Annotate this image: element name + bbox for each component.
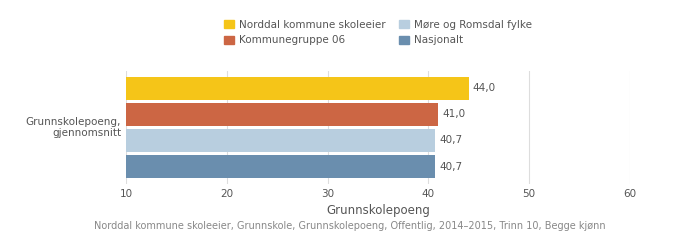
Text: 44,0: 44,0 <box>473 83 496 93</box>
Text: 40,7: 40,7 <box>440 135 463 145</box>
Bar <box>126 77 469 100</box>
X-axis label: Grunnskolepoeng: Grunnskolepoeng <box>326 205 430 218</box>
Text: 41,0: 41,0 <box>442 110 466 119</box>
Legend: Norddal kommune skoleeier, Kommunegruppe 06, Møre og Romsdal fylke, Nasjonalt: Norddal kommune skoleeier, Kommunegruppe… <box>224 20 532 45</box>
Bar <box>126 103 438 126</box>
Text: 40,7: 40,7 <box>440 161 463 172</box>
Text: Norddal kommune skoleeier, Grunnskole, Grunnskolepoeng, Offentlig, 2014–2015, Tr: Norddal kommune skoleeier, Grunnskole, G… <box>94 221 606 231</box>
Bar <box>126 129 435 152</box>
Bar <box>126 155 435 178</box>
